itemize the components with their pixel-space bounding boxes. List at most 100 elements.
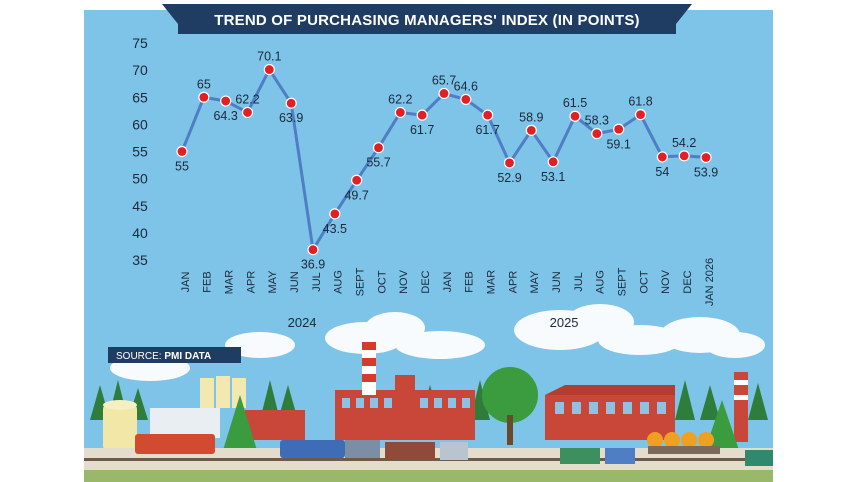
data-point [394, 106, 406, 119]
data-point [678, 150, 690, 162]
data-point [482, 109, 494, 121]
year-label: 2025 [550, 315, 579, 330]
x-tick-label: APR [245, 271, 257, 294]
data-point [329, 208, 341, 220]
year-labels: 2024 2025 [288, 315, 579, 330]
data-label: 62.2 [235, 92, 259, 106]
x-tick-label: JUL [311, 272, 323, 292]
data-point [460, 93, 472, 106]
x-tick-label: JUN [289, 271, 301, 292]
data-point [285, 97, 297, 109]
data-label: 64.6 [454, 79, 478, 93]
x-tick-label: OCT [638, 270, 650, 294]
x-tick-label: AUG [333, 270, 345, 294]
x-tick-label: JAN [180, 272, 192, 293]
x-tick-label: OCT [376, 270, 388, 294]
data-point [438, 87, 450, 100]
x-tick-label: MAR [224, 270, 236, 295]
data-point [569, 110, 581, 122]
title-banner: TREND OF PURCHASING MANAGERS' INDEX (IN … [162, 4, 692, 34]
data-point [220, 95, 232, 107]
x-tick-label: SEPT [617, 267, 629, 296]
y-tick-label: 40 [132, 225, 148, 241]
title-banner-shape [162, 4, 692, 34]
data-label: 54.2 [672, 136, 696, 150]
y-tick-label: 55 [132, 144, 148, 160]
data-point [700, 151, 712, 164]
data-label: 61.5 [563, 96, 587, 110]
x-tick-label: FEB [202, 271, 214, 292]
data-point [241, 106, 254, 119]
data-point [525, 124, 537, 136]
source-badge-background [108, 347, 241, 363]
data-label: 58.9 [519, 110, 543, 124]
pmi-series: 55 65 64.3 62.2 70.1 63.9 36.9 43.5 49.7 55.7 62.2… [175, 50, 718, 272]
data-point [416, 109, 428, 121]
x-tick-label: JUL [573, 272, 585, 292]
y-tick-label: 60 [132, 116, 148, 132]
data-label: 43.5 [323, 222, 347, 236]
data-label: 62.2 [388, 92, 412, 106]
x-tick-label: DEC [682, 270, 694, 293]
data-label: 53.9 [694, 165, 718, 179]
industrial-scene-illustration [84, 340, 773, 482]
y-tick-label: 50 [132, 171, 148, 187]
x-tick-label: NOV [660, 269, 672, 294]
x-tick-label: MAY [267, 270, 279, 294]
y-tick-label: 65 [132, 89, 148, 105]
data-point [656, 151, 668, 163]
data-point [634, 109, 647, 121]
data-label: 65.7 [432, 73, 456, 87]
data-label: 61.8 [628, 95, 652, 109]
source-name: PMI DATA [164, 351, 211, 362]
data-point [503, 157, 516, 169]
x-tick-label: AUG [595, 270, 607, 294]
data-label: 65 [197, 77, 211, 91]
data-label: 61.7 [475, 123, 499, 137]
source-badge: SOURCE: PMI DATA [108, 347, 241, 363]
data-label: 64.3 [213, 109, 237, 123]
x-tick-label: FEB [464, 271, 476, 292]
data-label: 52.9 [497, 171, 521, 185]
data-label: 70.1 [257, 50, 281, 64]
svg-text:SOURCE: PMI DATA: SOURCE: PMI DATA [116, 351, 211, 362]
x-axis: JAN FEB MAR APR MAY JUN JUL AUG SEPT OCT NOV DEC JAN… [180, 258, 716, 306]
data-point [547, 156, 559, 168]
x-tick-label: APR [507, 271, 519, 294]
data-label: 53.1 [541, 170, 565, 184]
data-label: 61.7 [410, 123, 434, 137]
data-point [176, 145, 188, 158]
data-point [591, 127, 603, 140]
data-label: 54 [655, 165, 669, 179]
data-label: 49.7 [344, 188, 368, 202]
data-label: 59.1 [606, 137, 630, 151]
data-label: 55.7 [366, 156, 390, 170]
y-tick-label: 70 [132, 62, 148, 78]
x-tick-label: MAY [529, 270, 541, 294]
y-tick-label: 75 [132, 35, 148, 51]
y-axis: 35 40 45 50 55 60 65 70 75 [132, 35, 148, 268]
x-tick-label: MAR [486, 270, 498, 295]
x-tick-label: JUN [551, 271, 563, 292]
data-point [372, 142, 385, 154]
source-prefix: SOURCE: [116, 351, 164, 362]
data-label: 36.9 [301, 258, 325, 272]
data-label: 63.9 [279, 111, 303, 125]
chart-title: TREND OF PURCHASING MANAGERS' INDEX (IN … [214, 12, 639, 29]
data-label: 55 [175, 160, 189, 174]
y-tick-label: 35 [132, 252, 148, 268]
data-point [263, 63, 275, 76]
x-tick-label: SEPT [355, 267, 367, 296]
x-tick-label: JAN [442, 272, 454, 293]
data-point [613, 123, 625, 135]
data-point [351, 174, 363, 186]
y-tick-label: 45 [132, 198, 148, 214]
x-tick-label: JAN 2026 [704, 258, 716, 306]
data-label: 58.3 [585, 114, 609, 128]
data-point [307, 244, 319, 256]
data-point [198, 91, 210, 103]
x-tick-label: NOV [398, 269, 410, 294]
x-tick-label: DEC [420, 270, 432, 293]
